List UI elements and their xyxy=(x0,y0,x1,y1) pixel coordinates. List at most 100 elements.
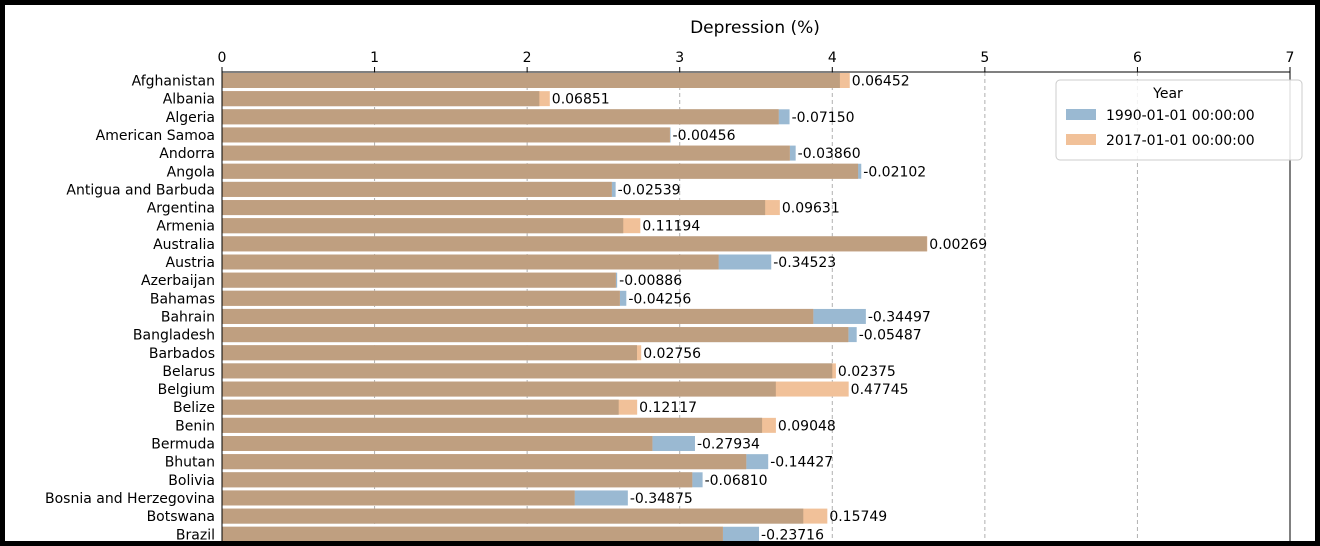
category-label-american-samoa: American Samoa xyxy=(96,128,215,144)
category-label-bolivia: Bolivia xyxy=(168,473,215,489)
x-tick-label-6: 6 xyxy=(1133,50,1142,66)
category-label-benin: Benin xyxy=(175,418,215,434)
category-label-bermuda: Bermuda xyxy=(151,437,215,453)
x-axis-ticks: 0 1 2 3 4 5 6 7 xyxy=(218,50,1295,72)
bar-overlap-bhutan xyxy=(222,454,747,470)
bar-overlap-bahrain xyxy=(222,308,814,324)
data-label-algeria: -0.07150 xyxy=(792,110,855,126)
data-label-belarus: 0.02375 xyxy=(838,364,896,380)
category-label-bhutan: Bhutan xyxy=(165,455,215,471)
bar-overlap-bahamas xyxy=(222,290,620,306)
category-label-austria: Austria xyxy=(166,255,215,271)
data-label-brazil: -0.23716 xyxy=(761,527,824,541)
chart-title: Depression (%) xyxy=(690,18,820,38)
data-label-barbados: 0.02756 xyxy=(643,346,701,362)
bar-overlap-algeria xyxy=(222,109,779,125)
data-label-austria: -0.34523 xyxy=(773,255,836,271)
category-label-argentina: Argentina xyxy=(147,201,215,217)
category-label-angola: Angola xyxy=(167,164,215,180)
x-tick-label-4: 4 xyxy=(828,50,837,66)
x-tick-label-7: 7 xyxy=(1286,50,1295,66)
data-label-benin: 0.09048 xyxy=(778,418,836,434)
legend-swatch-2017 xyxy=(1066,134,1096,145)
category-label-bahrain: Bahrain xyxy=(161,309,215,325)
data-label-bahamas: -0.04256 xyxy=(628,291,691,307)
category-label-azerbaijan: Azerbaijan xyxy=(141,273,215,289)
data-label-bolivia: -0.06810 xyxy=(705,473,768,489)
data-label-angola: -0.02102 xyxy=(863,164,926,180)
x-tick-label-0: 0 xyxy=(218,50,227,66)
data-label-belgium: 0.47745 xyxy=(851,382,909,398)
category-label-belgium: Belgium xyxy=(158,382,215,398)
series-2017-bars xyxy=(222,73,928,541)
bar-overlap-armenia xyxy=(222,218,624,234)
bar-overlap-benin xyxy=(222,417,763,433)
legend-title: Year xyxy=(1152,86,1183,102)
bar-overlap-austria xyxy=(222,254,719,270)
category-label-australia: Australia xyxy=(153,237,215,253)
data-label-argentina: 0.09631 xyxy=(782,201,840,217)
category-label-afghanistan: Afghanistan xyxy=(132,74,215,90)
legend: Year 1990-01-01 00:00:00 2017-01-01 00:0… xyxy=(1055,79,1303,161)
category-label-bosnia-and-herzegovina: Bosnia and Herzegovina xyxy=(45,491,215,507)
category-label-antigua-and-barbuda: Antigua and Barbuda xyxy=(66,182,215,198)
category-label-barbados: Barbados xyxy=(149,346,215,362)
data-label-botswana: 0.15749 xyxy=(829,509,887,525)
series-1990-bars xyxy=(222,73,927,541)
bar-overlap-angola xyxy=(222,163,859,179)
category-labels: Afghanistan Albania Algeria American Samoa A… xyxy=(45,74,215,542)
category-label-armenia: Armenia xyxy=(156,219,215,235)
bar-overlap-botswana xyxy=(222,508,804,524)
data-label-albania: 0.06851 xyxy=(552,92,610,108)
bar-overlap-bolivia xyxy=(222,472,693,488)
category-label-belarus: Belarus xyxy=(162,364,215,380)
data-label-antigua-and-barbuda: -0.02539 xyxy=(618,182,681,198)
category-label-andorra: Andorra xyxy=(159,146,215,162)
depression-bar-chart: Depression (%) 0 1 2 3 4 5 6 7 Afghanistan Alban… xyxy=(45,18,1303,542)
bar-overlap-andorra xyxy=(222,145,790,161)
x-tick-label-1: 1 xyxy=(370,50,379,66)
bar-overlap-belize xyxy=(222,399,619,415)
legend-label-1990: 1990-01-01 00:00:00 xyxy=(1106,108,1255,124)
x-tick-label-3: 3 xyxy=(675,50,684,66)
legend-label-2017: 2017-01-01 00:00:00 xyxy=(1106,133,1255,149)
bar-overlap-bosnia-and-herzegovina xyxy=(222,490,575,506)
bar-overlap-argentina xyxy=(222,200,766,216)
data-label-australia: 0.00269 xyxy=(929,237,987,253)
legend-box xyxy=(1055,79,1303,161)
overlap-bars xyxy=(222,73,927,541)
category-label-belize: Belize xyxy=(173,400,215,416)
category-label-albania: Albania xyxy=(163,92,215,108)
data-label-bhutan: -0.14427 xyxy=(770,455,833,471)
category-label-bahamas: Bahamas xyxy=(150,291,215,307)
data-label-bermuda: -0.27934 xyxy=(697,437,760,453)
x-tick-label-5: 5 xyxy=(980,50,989,66)
bar-overlap-azerbaijan xyxy=(222,272,616,288)
bar-overlap-bangladesh xyxy=(222,327,849,343)
data-labels: 0.064520.06851-0.07150-0.00456-0.03860-0… xyxy=(552,74,987,542)
bar-overlap-antigua-and-barbuda xyxy=(222,181,612,197)
chart-frame: Depression (%) 0 1 2 3 4 5 6 7 Afghanistan Alban… xyxy=(5,5,1315,541)
bar-overlap-barbados xyxy=(222,345,637,361)
bar-overlap-belarus xyxy=(222,363,833,379)
bar-overlap-bermuda xyxy=(222,436,653,451)
bar-overlap-brazil xyxy=(222,526,723,541)
bar-overlap-australia xyxy=(222,236,927,252)
category-label-brazil: Brazil xyxy=(176,527,215,541)
bar-overlap-albania xyxy=(222,91,540,107)
data-label-bangladesh: -0.05487 xyxy=(859,328,922,344)
data-label-bosnia-and-herzegovina: -0.34875 xyxy=(630,491,693,507)
data-label-belize: 0.12117 xyxy=(639,400,697,416)
x-tick-label-2: 2 xyxy=(523,50,532,66)
data-label-afghanistan: 0.06452 xyxy=(852,74,910,90)
data-label-bahrain: -0.34497 xyxy=(868,309,931,325)
legend-swatch-1990 xyxy=(1066,109,1096,120)
bar-overlap-american-samoa xyxy=(222,127,670,143)
data-label-andorra: -0.03860 xyxy=(798,146,861,162)
data-label-american-samoa: -0.00456 xyxy=(673,128,736,144)
category-label-algeria: Algeria xyxy=(166,110,215,126)
data-label-azerbaijan: -0.00886 xyxy=(619,273,682,289)
data-label-armenia: 0.11194 xyxy=(642,219,700,235)
category-label-botswana: Botswana xyxy=(147,509,215,525)
bar-overlap-belgium xyxy=(222,381,776,397)
